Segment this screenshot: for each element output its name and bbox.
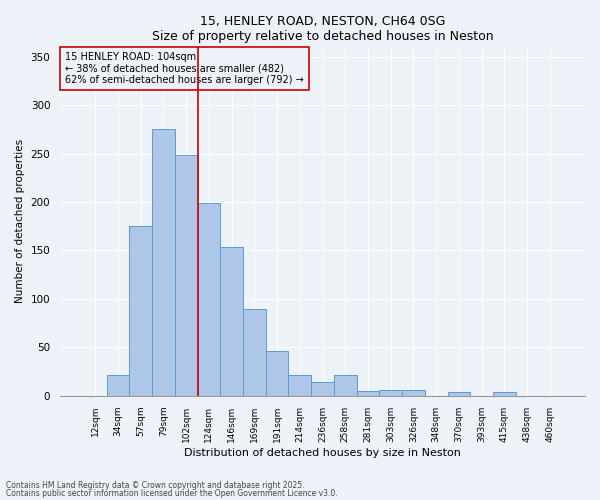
Bar bbox=[289, 374, 311, 396]
Bar bbox=[266, 352, 289, 396]
Y-axis label: Number of detached properties: Number of detached properties bbox=[15, 140, 25, 304]
Bar bbox=[152, 130, 175, 396]
Bar bbox=[197, 203, 220, 396]
Title: 15, HENLEY ROAD, NESTON, CH64 0SG
Size of property relative to detached houses i: 15, HENLEY ROAD, NESTON, CH64 0SG Size o… bbox=[152, 15, 493, 43]
Bar bbox=[130, 226, 152, 396]
Bar bbox=[402, 390, 425, 396]
X-axis label: Distribution of detached houses by size in Neston: Distribution of detached houses by size … bbox=[184, 448, 461, 458]
Bar bbox=[243, 308, 266, 396]
Bar bbox=[379, 390, 402, 396]
Text: Contains public sector information licensed under the Open Government Licence v3: Contains public sector information licen… bbox=[6, 489, 338, 498]
Text: Contains HM Land Registry data © Crown copyright and database right 2025.: Contains HM Land Registry data © Crown c… bbox=[6, 480, 305, 490]
Bar bbox=[175, 156, 197, 396]
Bar bbox=[356, 391, 379, 396]
Bar bbox=[448, 392, 470, 396]
Bar bbox=[311, 382, 334, 396]
Text: 15 HENLEY ROAD: 104sqm
← 38% of detached houses are smaller (482)
62% of semi-de: 15 HENLEY ROAD: 104sqm ← 38% of detached… bbox=[65, 52, 304, 86]
Bar bbox=[220, 246, 243, 396]
Bar bbox=[334, 376, 356, 396]
Bar bbox=[107, 374, 130, 396]
Bar bbox=[493, 392, 515, 396]
